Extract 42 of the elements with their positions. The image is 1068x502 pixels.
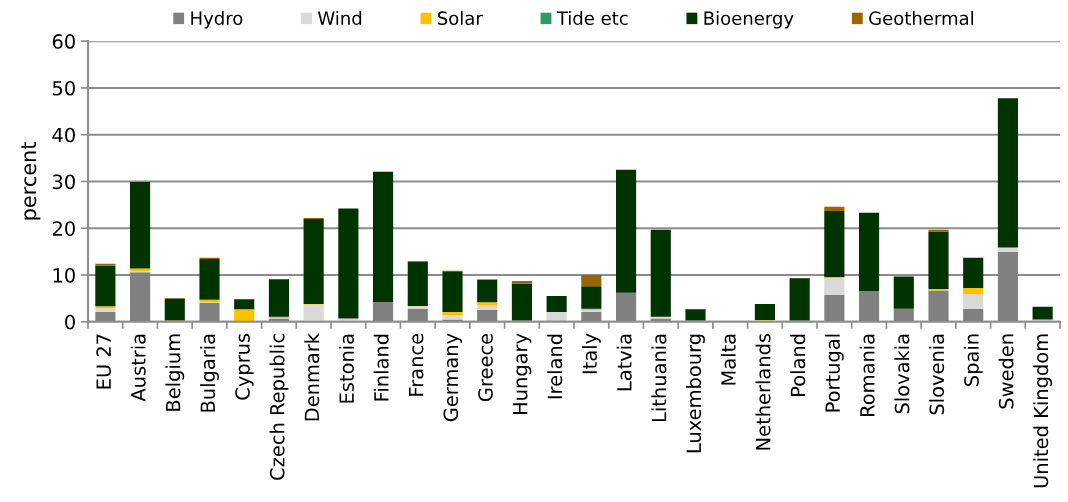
- legend-label: Bioenergy: [704, 11, 794, 29]
- x-tick-label: EU 27: [96, 334, 111, 389]
- x-tick-label: Romania: [859, 334, 875, 417]
- x-tick-label: Czech Republic: [269, 334, 289, 480]
- y-tick-label: 10: [53, 267, 75, 283]
- x-tick-label: Malta: [720, 334, 736, 385]
- y-tick-label: 20: [52, 221, 75, 236]
- x-tick-label: Finland: [373, 334, 389, 401]
- x-tick-label: Denmark: [304, 332, 320, 421]
- x-tick-label: Estonia: [338, 334, 354, 403]
- x-tick-label: Austria: [130, 334, 146, 402]
- legend-label: Solar: [437, 11, 483, 26]
- y-tick-label: 0: [65, 314, 75, 330]
- x-tick-label: Belgium: [165, 334, 185, 411]
- x-tick-label: Portugal: [824, 334, 844, 412]
- x-tick-label: Slovenia: [929, 334, 945, 415]
- x-tick-label: Ireland: [547, 334, 563, 399]
- legend-label: Wind: [317, 11, 362, 26]
- x-tick-label: Slovakia: [894, 334, 910, 414]
- x-tick-label: Lithuania: [651, 334, 667, 422]
- x-tick-label: Bulgaria: [200, 334, 219, 412]
- x-tick-label: Latvia: [616, 334, 632, 391]
- y-tick-label: 60: [52, 34, 75, 49]
- x-tick-label: Hungary: [513, 333, 532, 415]
- x-tick-label: Poland: [790, 334, 806, 396]
- x-tick-label: United Kingdom: [1033, 334, 1053, 488]
- legend-label: Tide etc: [556, 11, 628, 26]
- y-axis-title: percent: [21, 142, 41, 220]
- y-tick-label: 50: [52, 80, 75, 96]
- x-tick-label: Spain: [963, 334, 983, 386]
- x-tick-label: Italy: [581, 333, 601, 374]
- x-tick-label: Sweden: [998, 334, 1014, 409]
- legend-label: Hydro: [191, 11, 243, 29]
- x-tick-label: Cyprus: [235, 333, 254, 400]
- x-tick-label: France: [408, 333, 424, 396]
- x-tick-label: Germany: [443, 333, 462, 422]
- legend-label: Geothermal: [869, 11, 973, 26]
- y-tick-label: 40: [52, 127, 75, 143]
- y-tick-label: 30: [52, 174, 75, 190]
- x-tick-label: Luxembourg: [686, 334, 705, 453]
- x-tick-label: Greece: [478, 333, 493, 402]
- x-tick-label: Netherlands: [755, 333, 771, 450]
